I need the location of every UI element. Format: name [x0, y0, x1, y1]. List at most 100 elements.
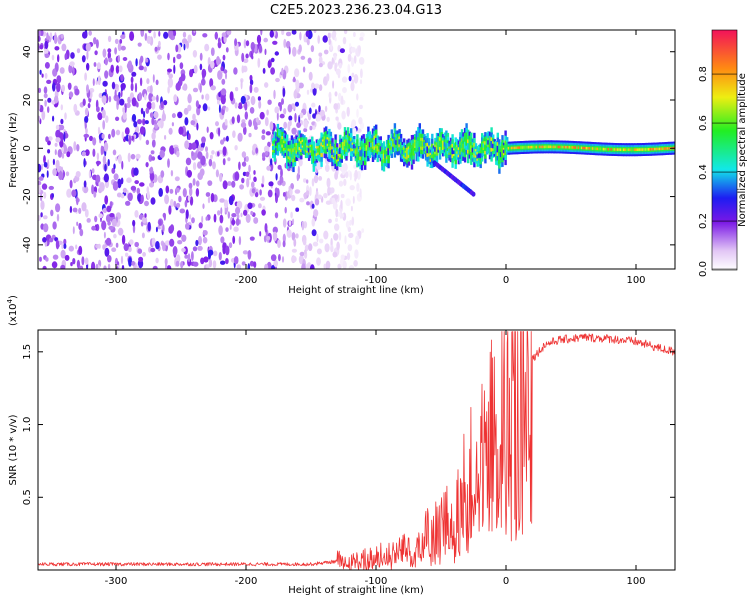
noise-cell: [114, 89, 117, 98]
noise-cell: [137, 265, 139, 269]
noise-cell: [138, 92, 143, 101]
signal-cell: [487, 140, 490, 145]
noise-cell: [328, 91, 332, 99]
colorbar-tick-label: 0.4: [698, 164, 709, 180]
signal-cell: [429, 155, 432, 160]
noise-cell: [345, 198, 351, 207]
noise-cell: [311, 178, 315, 187]
signal-cell: [362, 146, 365, 153]
noise-cell: [96, 106, 100, 113]
noise-cell: [52, 168, 57, 176]
noise-cell: [167, 158, 170, 168]
noise-cell: [296, 122, 301, 128]
noise-cell: [264, 263, 269, 269]
spectrogram-xtick-label: 0: [503, 275, 509, 286]
noise-cell: [177, 44, 182, 53]
noise-cell: [354, 249, 359, 259]
signal-cell: [574, 146, 577, 149]
signal-cell: [638, 148, 641, 151]
noise-cell: [310, 264, 315, 269]
noise-cell: [38, 30, 42, 37]
signal-cell: [579, 146, 582, 150]
signal-cell: [297, 145, 300, 150]
signal-cell: [663, 147, 666, 150]
noise-cell: [264, 82, 269, 88]
noise-cell: [144, 93, 147, 101]
noise-cell: [323, 49, 329, 55]
signal-cell: [618, 148, 621, 151]
noise-cell: [306, 201, 310, 206]
noise-cell: [237, 132, 243, 142]
signal-cell: [282, 143, 286, 148]
noise-cell: [351, 72, 355, 78]
noise-cell: [115, 116, 120, 122]
noise-cell: [333, 233, 339, 241]
noise-cell: [56, 75, 62, 84]
noise-cell: [217, 37, 221, 44]
noise-cell: [84, 208, 89, 218]
noise-cell: [38, 214, 41, 222]
signal-cell: [510, 146, 514, 150]
signal-cell: [303, 142, 306, 147]
noise-cell: [207, 106, 211, 111]
noise-cell: [217, 99, 220, 105]
noise-cell: [78, 245, 83, 255]
noise-cell: [259, 196, 266, 201]
signal-cell: [281, 139, 284, 145]
noise-cell: [229, 91, 234, 102]
signal-cell: [630, 148, 634, 151]
signal-cell: [311, 147, 314, 154]
noise-cell: [140, 107, 144, 115]
noise-cell: [81, 55, 86, 63]
signal-cell: [629, 148, 632, 151]
noise-cell: [149, 182, 154, 188]
noise-cell: [187, 93, 192, 104]
noise-cell: [207, 196, 211, 204]
signal-cell: [404, 152, 407, 157]
noise-cell: [38, 163, 42, 173]
noise-cell: [43, 223, 49, 233]
signal-cell: [484, 144, 487, 151]
noise-cell: [170, 198, 174, 208]
noise-cell: [91, 261, 96, 269]
noise-cell: [173, 200, 177, 208]
noise-cell: [267, 141, 271, 148]
noise-cell: [212, 260, 217, 269]
noise-cell: [268, 181, 274, 187]
noise-cell: [281, 30, 285, 36]
noise-cell: [348, 75, 352, 82]
noise-cell: [42, 265, 47, 269]
signal-cell: [354, 150, 358, 154]
signal-cell: [373, 139, 376, 147]
noise-cell: [316, 257, 321, 266]
noise-cell: [122, 187, 127, 193]
noise-cell: [199, 83, 202, 93]
noise-cell: [255, 117, 260, 123]
noise-cell: [127, 152, 131, 163]
noise-cell: [115, 65, 120, 74]
signal-cell: [431, 147, 434, 155]
noise-cell: [154, 46, 158, 52]
noise-cell: [44, 47, 49, 55]
noise-cell: [347, 63, 351, 74]
noise-cell: [55, 203, 61, 213]
noise-cell: [283, 38, 287, 49]
noise-cell: [98, 130, 101, 135]
noise-cell: [301, 263, 306, 269]
noise-cell: [63, 243, 67, 249]
signal-cell: [499, 152, 503, 158]
noise-cell: [295, 207, 300, 212]
noise-cell: [323, 263, 326, 269]
noise-cell: [184, 200, 188, 208]
signal-cell: [326, 139, 329, 144]
noise-cell: [202, 230, 208, 236]
noise-cell: [127, 192, 133, 202]
noise-cell: [353, 55, 357, 64]
noise-cell: [267, 99, 272, 105]
noise-cell: [54, 46, 60, 51]
noise-cell: [47, 106, 50, 113]
noise-cell: [187, 133, 191, 141]
signal-cell: [276, 136, 280, 143]
noise-cell: [46, 79, 52, 84]
noise-cell: [218, 251, 222, 261]
